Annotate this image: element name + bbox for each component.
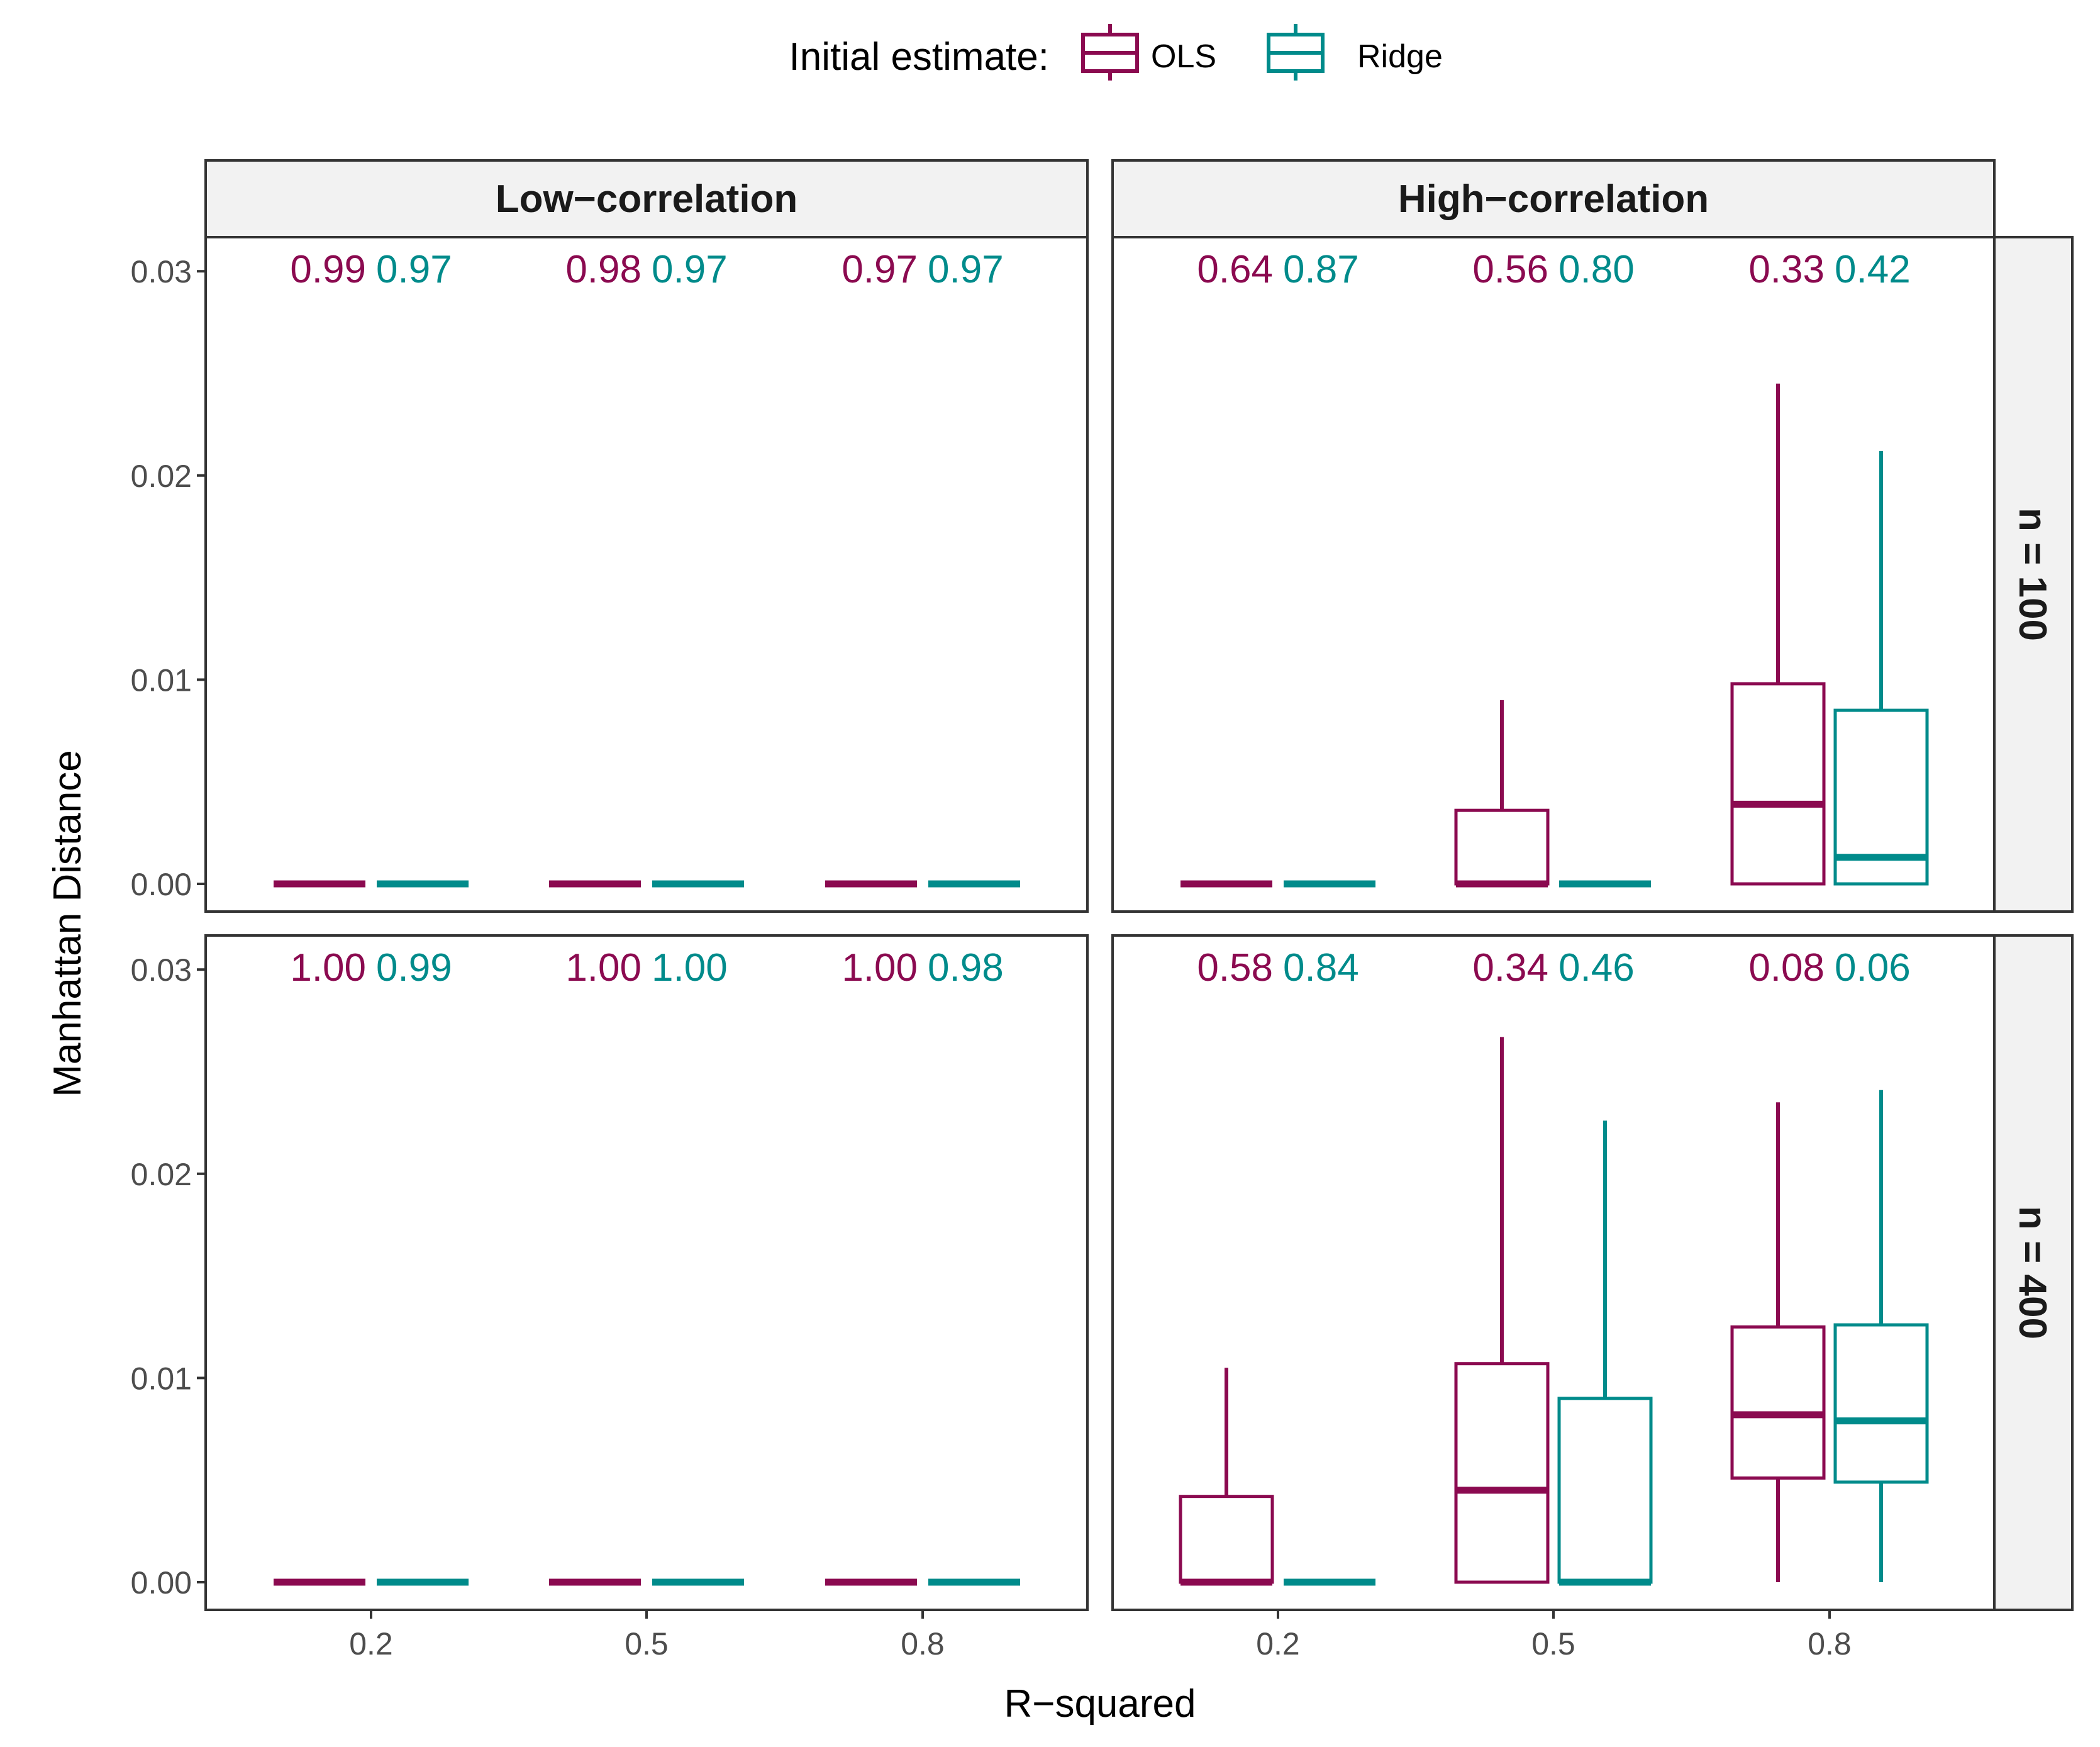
proportion-label-ols: 0.33: [1748, 248, 1825, 291]
proportion-label-ridge: 0.84: [1283, 946, 1359, 990]
proportion-label-ridge: 0.97: [928, 248, 1004, 291]
x-tick-label: 0.8: [901, 1626, 945, 1661]
legend-title: Initial estimate:: [789, 35, 1049, 79]
proportion-label-ridge: 0.46: [1558, 946, 1635, 990]
box-ols-0.8: [1730, 383, 1826, 886]
proportion-label-ridge: 0.06: [1835, 946, 1911, 990]
proportion-label-ols: 1.00: [842, 946, 918, 990]
proportion-label-ridge: 0.97: [376, 248, 452, 291]
y-tick-label: 0.03: [131, 254, 192, 289]
x-tick-label: 0.8: [1808, 1626, 1852, 1661]
panel-background: [206, 237, 1087, 912]
x-tick-label: 0.5: [625, 1626, 669, 1661]
y-axis-title: Manhattan Distance: [46, 750, 89, 1097]
legend-key-ridge: [1267, 24, 1325, 81]
panels-layer: 0.99 0.97 0.98 0.97 0.97 0.97 0.64 0.87 0.56 0.80…: [204, 236, 1996, 1611]
box-body: [1730, 682, 1826, 886]
box-ridge-0.5: [1557, 1120, 1653, 1586]
box-body: [1454, 1362, 1550, 1584]
proportion-label-ols: 1.00: [290, 946, 366, 990]
box-body: [1833, 1323, 1929, 1484]
y-tick-label: 0.00: [131, 867, 192, 902]
y-tick-label: 0.01: [131, 1361, 192, 1396]
proportion-label-ols: 0.08: [1748, 946, 1825, 990]
legend-label-ridge: Ridge: [1357, 38, 1443, 75]
panel-border: [1111, 236, 1996, 913]
panel-high-correlation-n-100: 0.64 0.87 0.56 0.80 0.33 0.42: [1111, 236, 1996, 913]
legend: Initial estimate: OLS Ridge: [789, 24, 1443, 81]
proportion-label-ridge: 0.42: [1835, 248, 1911, 291]
x-tick-label: 0.2: [349, 1626, 393, 1661]
box-ridge-0.8: [1833, 450, 1929, 886]
box-body: [1454, 808, 1550, 886]
proportion-label-ols: 0.99: [290, 248, 366, 291]
x-tick-label: 0.5: [1531, 1626, 1575, 1661]
proportion-label-ridge: 0.99: [376, 946, 452, 990]
proportion-label-ols: 0.97: [842, 248, 918, 291]
y-tick-label: 0.02: [131, 459, 192, 494]
box-ols-0.2: [1179, 1368, 1274, 1586]
proportion-label-ridge: 1.00: [652, 946, 728, 990]
y-tick-label: 0.03: [131, 952, 192, 988]
panel-high-correlation-n-400: 0.58 0.84 0.34 0.46 0.08 0.06: [1111, 934, 1996, 1611]
box-ols-0.8: [1730, 1102, 1826, 1582]
box-body: [1179, 1495, 1274, 1584]
box-ols-0.5: [1454, 1037, 1550, 1584]
y-tick-label: 0.01: [131, 662, 192, 698]
box-body: [1730, 1325, 1826, 1480]
proportion-label-ridge: 0.80: [1558, 248, 1635, 291]
panel-border: [204, 236, 1089, 913]
proportion-label-ols: 0.34: [1472, 946, 1548, 990]
y-axes-layer: 0.00 0.01 0.02 0.03 0.00 0.01 0.02 0.03: [131, 254, 206, 1600]
x-axis-title: R−squared: [1004, 1682, 1196, 1726]
x-axes-layer: 0.2 0.5 0.8 0.2 0.5 0.8: [349, 1610, 1852, 1661]
proportion-label-ridge: 0.87: [1283, 248, 1359, 291]
proportion-label-ridge: 0.98: [928, 946, 1004, 990]
proportion-label-ols: 0.64: [1197, 248, 1273, 291]
legend-label-ols: OLS: [1151, 38, 1216, 75]
panel-background: [206, 935, 1087, 1610]
proportion-label-ols: 0.98: [565, 248, 642, 291]
facet-strip-label-n400: n = 400: [2011, 1206, 2054, 1339]
box-ols-0.5: [1454, 700, 1550, 888]
box-body: [1557, 1397, 1653, 1584]
facet-strip-high-correlation: [1111, 159, 1996, 238]
x-tick-label: 0.2: [1256, 1626, 1300, 1661]
panel-low-correlation-n-400: 1.00 0.99 1.00 1.00 1.00 0.98: [204, 934, 1089, 1611]
y-tick-label: 0.00: [131, 1565, 192, 1600]
panel-low-correlation-n-100: 0.99 0.97 0.98 0.97 0.97 0.97: [204, 236, 1089, 913]
proportion-label-ols: 1.00: [565, 946, 642, 990]
box-ridge-0.8: [1833, 1090, 1929, 1582]
facet-strip-label-n100: n = 100: [2011, 508, 2054, 641]
proportion-label-ols: 0.58: [1197, 946, 1273, 990]
proportion-label-ols: 0.56: [1472, 248, 1548, 291]
proportion-label-ridge: 0.97: [652, 248, 728, 291]
legend-key-ols: [1081, 24, 1139, 81]
facet-strip-label-high-correlation: High−correlation: [1398, 177, 1709, 221]
y-tick-label: 0.02: [131, 1157, 192, 1192]
facet-strip-label-low-correlation: Low−correlation: [496, 177, 798, 221]
